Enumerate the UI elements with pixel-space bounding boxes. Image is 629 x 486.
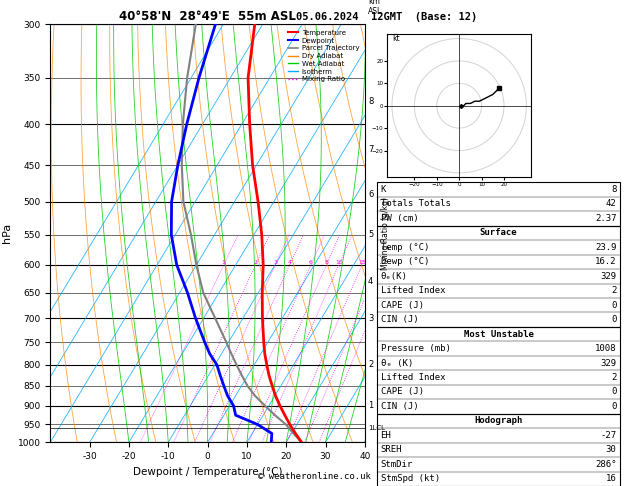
Text: Mixing Ratio (g/kg): Mixing Ratio (g/kg) xyxy=(381,197,390,270)
Text: θₑ (K): θₑ (K) xyxy=(381,359,413,367)
Text: 42: 42 xyxy=(606,199,616,208)
Text: 30: 30 xyxy=(606,445,616,454)
Text: Most Unstable: Most Unstable xyxy=(464,330,533,339)
Text: 1LCL: 1LCL xyxy=(368,425,385,431)
Text: CAPE (J): CAPE (J) xyxy=(381,387,423,397)
Text: 15: 15 xyxy=(358,260,366,265)
Text: 2: 2 xyxy=(611,373,616,382)
Text: 16.2: 16.2 xyxy=(595,257,616,266)
Text: 23.9: 23.9 xyxy=(595,243,616,252)
Text: 8: 8 xyxy=(611,185,616,194)
Text: PW (cm): PW (cm) xyxy=(381,214,418,223)
Text: CIN (J): CIN (J) xyxy=(381,402,418,411)
Text: 1008: 1008 xyxy=(595,344,616,353)
Text: θₑ(K): θₑ(K) xyxy=(381,272,408,281)
Text: K: K xyxy=(381,185,386,194)
Text: km
ASL: km ASL xyxy=(368,0,382,16)
Text: 2: 2 xyxy=(368,360,373,369)
Text: 0: 0 xyxy=(611,387,616,397)
Text: 2.37: 2.37 xyxy=(595,214,616,223)
Text: 7: 7 xyxy=(368,145,374,154)
Text: StmDir: StmDir xyxy=(381,460,413,469)
Text: 4: 4 xyxy=(368,278,373,286)
Text: Lifted Index: Lifted Index xyxy=(381,373,445,382)
Text: 4: 4 xyxy=(287,260,292,265)
Text: Totals Totals: Totals Totals xyxy=(381,199,450,208)
Text: StmSpd (kt): StmSpd (kt) xyxy=(381,474,440,483)
Text: Pressure (mb): Pressure (mb) xyxy=(381,344,450,353)
Text: 3: 3 xyxy=(273,260,277,265)
Y-axis label: hPa: hPa xyxy=(2,223,12,243)
Text: CAPE (J): CAPE (J) xyxy=(381,301,423,310)
Text: Surface: Surface xyxy=(480,228,517,237)
Text: 2: 2 xyxy=(611,286,616,295)
Legend: Temperature, Dewpoint, Parcel Trajectory, Dry Adiabat, Wet Adiabat, Isotherm, Mi: Temperature, Dewpoint, Parcel Trajectory… xyxy=(286,28,361,85)
Text: 286°: 286° xyxy=(595,460,616,469)
Text: 10: 10 xyxy=(335,260,343,265)
Text: 05.06.2024  12GMT  (Base: 12): 05.06.2024 12GMT (Base: 12) xyxy=(296,12,477,22)
Text: 1: 1 xyxy=(368,401,373,410)
Text: Lifted Index: Lifted Index xyxy=(381,286,445,295)
Text: 3: 3 xyxy=(368,314,374,323)
Text: Dewp (°C): Dewp (°C) xyxy=(381,257,429,266)
Text: Hodograph: Hodograph xyxy=(474,417,523,425)
Text: kt: kt xyxy=(392,34,399,43)
Text: 8: 8 xyxy=(368,97,374,106)
Text: 6: 6 xyxy=(368,190,374,199)
Text: 8: 8 xyxy=(325,260,328,265)
Text: 6: 6 xyxy=(309,260,313,265)
Text: 2: 2 xyxy=(253,260,257,265)
Text: 329: 329 xyxy=(600,359,616,367)
Text: 0: 0 xyxy=(611,315,616,324)
Text: SREH: SREH xyxy=(381,445,402,454)
Text: EH: EH xyxy=(381,431,391,440)
Text: 0: 0 xyxy=(611,402,616,411)
Text: 0: 0 xyxy=(611,301,616,310)
Text: -27: -27 xyxy=(600,431,616,440)
Text: 1: 1 xyxy=(222,260,226,265)
Text: © weatheronline.co.uk: © weatheronline.co.uk xyxy=(258,472,371,481)
Text: 329: 329 xyxy=(600,272,616,281)
Text: CIN (J): CIN (J) xyxy=(381,315,418,324)
Text: 16: 16 xyxy=(606,474,616,483)
Title: 40°58'N  28°49'E  55m ASL: 40°58'N 28°49'E 55m ASL xyxy=(119,10,296,23)
X-axis label: Dewpoint / Temperature (°C): Dewpoint / Temperature (°C) xyxy=(133,467,282,477)
Text: 5: 5 xyxy=(368,230,373,239)
Text: Temp (°C): Temp (°C) xyxy=(381,243,429,252)
